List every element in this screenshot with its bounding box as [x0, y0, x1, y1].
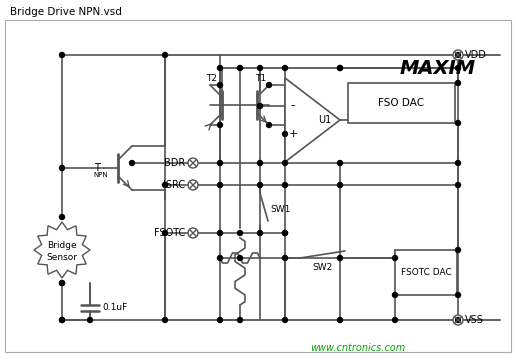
- Circle shape: [188, 158, 198, 168]
- Text: FSOTC DAC: FSOTC DAC: [400, 268, 452, 277]
- Circle shape: [163, 231, 168, 236]
- Text: -: -: [291, 100, 295, 113]
- Circle shape: [337, 66, 343, 71]
- Circle shape: [163, 52, 168, 58]
- Circle shape: [282, 66, 287, 71]
- Circle shape: [218, 256, 222, 261]
- Circle shape: [188, 228, 198, 238]
- Circle shape: [337, 160, 343, 165]
- Text: Bridge: Bridge: [47, 240, 77, 249]
- Text: +: +: [288, 129, 298, 139]
- Circle shape: [59, 317, 64, 323]
- Circle shape: [282, 160, 287, 165]
- Circle shape: [163, 317, 168, 323]
- Polygon shape: [34, 222, 90, 278]
- Circle shape: [188, 180, 198, 190]
- Circle shape: [257, 104, 263, 109]
- Circle shape: [456, 52, 460, 58]
- Bar: [348, 83, 455, 123]
- Text: VDD: VDD: [465, 50, 487, 60]
- Circle shape: [266, 83, 271, 88]
- Circle shape: [456, 80, 460, 85]
- Circle shape: [456, 317, 460, 323]
- Circle shape: [130, 160, 135, 165]
- Circle shape: [453, 50, 463, 60]
- Circle shape: [282, 131, 287, 136]
- Circle shape: [337, 182, 343, 188]
- Circle shape: [59, 281, 64, 286]
- Circle shape: [218, 66, 222, 71]
- Circle shape: [237, 66, 243, 71]
- Text: www.cntronics.com: www.cntronics.com: [310, 343, 405, 353]
- Text: Sensor: Sensor: [46, 253, 77, 261]
- Circle shape: [59, 165, 64, 171]
- Text: FSOTC: FSOTC: [154, 228, 185, 238]
- Text: SW2: SW2: [312, 264, 332, 273]
- Circle shape: [257, 182, 263, 188]
- Circle shape: [393, 292, 397, 298]
- Circle shape: [163, 182, 168, 188]
- Circle shape: [59, 317, 64, 323]
- Circle shape: [88, 317, 92, 323]
- Circle shape: [218, 83, 222, 88]
- Circle shape: [218, 231, 222, 236]
- Text: SW1: SW1: [270, 205, 291, 214]
- Circle shape: [456, 292, 460, 298]
- Text: 0.1uF: 0.1uF: [102, 303, 127, 312]
- Circle shape: [393, 317, 397, 323]
- Text: T1: T1: [255, 74, 267, 83]
- Circle shape: [218, 182, 222, 188]
- Bar: [395, 250, 457, 295]
- Circle shape: [237, 231, 243, 236]
- Circle shape: [456, 182, 460, 188]
- Circle shape: [393, 256, 397, 261]
- Text: MAXIM: MAXIM: [400, 59, 476, 77]
- Circle shape: [456, 66, 460, 71]
- Text: BDR: BDR: [164, 158, 185, 168]
- Circle shape: [237, 317, 243, 323]
- Circle shape: [59, 281, 64, 286]
- Circle shape: [59, 52, 64, 58]
- Circle shape: [257, 160, 263, 165]
- Circle shape: [337, 256, 343, 261]
- Text: Bridge Drive NPN.vsd: Bridge Drive NPN.vsd: [10, 7, 122, 17]
- Text: FSO DAC: FSO DAC: [378, 98, 425, 108]
- Circle shape: [456, 248, 460, 253]
- Circle shape: [282, 231, 287, 236]
- Circle shape: [218, 317, 222, 323]
- Circle shape: [282, 317, 287, 323]
- Circle shape: [266, 122, 271, 127]
- Circle shape: [218, 160, 222, 165]
- Circle shape: [237, 256, 243, 261]
- Circle shape: [218, 122, 222, 127]
- Circle shape: [337, 66, 343, 71]
- Text: NPN: NPN: [93, 172, 108, 178]
- Circle shape: [453, 315, 463, 325]
- Circle shape: [282, 256, 287, 261]
- Text: T2: T2: [206, 74, 218, 83]
- Circle shape: [456, 160, 460, 165]
- Circle shape: [257, 66, 263, 71]
- Text: T: T: [94, 163, 100, 173]
- Circle shape: [456, 121, 460, 126]
- Circle shape: [282, 182, 287, 188]
- Polygon shape: [285, 78, 340, 162]
- Circle shape: [337, 317, 343, 323]
- Text: ISRC: ISRC: [163, 180, 185, 190]
- Circle shape: [282, 231, 287, 236]
- Text: U1: U1: [318, 115, 332, 125]
- Circle shape: [59, 215, 64, 219]
- Text: VSS: VSS: [465, 315, 484, 325]
- Circle shape: [257, 231, 263, 236]
